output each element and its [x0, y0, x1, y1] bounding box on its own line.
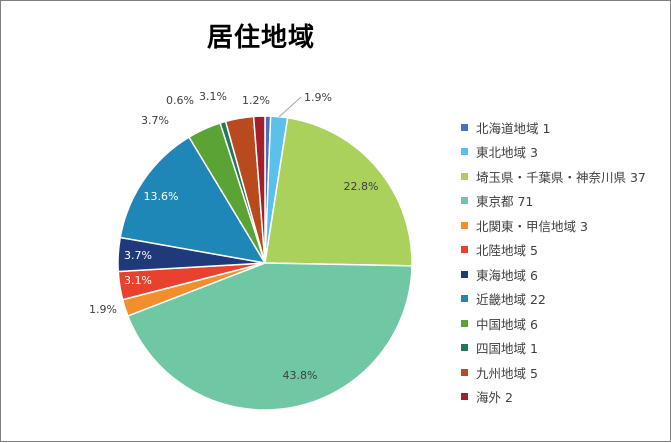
slice-percent-label: 43.8%	[283, 369, 318, 382]
legend-label: 東京都 71	[476, 194, 534, 210]
legend-swatch	[461, 123, 468, 131]
pie-slice	[119, 136, 267, 265]
legend-item: 東京都 71	[461, 189, 646, 214]
slice-percent-label: 3.7%	[124, 249, 152, 262]
legend-swatch	[461, 319, 468, 327]
legend-swatch	[461, 172, 468, 180]
legend-swatch	[461, 221, 468, 229]
slice-percent-label: 3.7%	[141, 114, 169, 127]
legend-item: 海外 2	[461, 385, 646, 410]
slice-percent-label: 13.6%	[144, 190, 179, 203]
legend-swatch	[461, 344, 468, 352]
slice-percent-label: 1.2%	[242, 94, 270, 107]
slice-percent-label: 3.1%	[124, 274, 152, 287]
legend-label: 北関東・甲信地域 3	[476, 218, 588, 234]
legend-item: 近畿地域 22	[461, 287, 646, 312]
legend-item: 北関東・甲信地域 3	[461, 213, 646, 238]
legend-item: 四国地域 1	[461, 336, 646, 361]
legend-label: 埼玉県・千葉県・神奈川県 37	[476, 169, 646, 185]
chart-legend: 北海道地域 1 東北地域 3 埼玉県・千葉県・神奈川県 37 東京都 71 北関東・甲信…	[461, 115, 646, 409]
legend-label: 海外 2	[476, 390, 513, 406]
legend-label: 東北地域 3	[476, 145, 538, 161]
leader-line	[278, 96, 302, 118]
slice-percent-label: 22.8%	[344, 180, 379, 193]
slice-percent-label: 1.9%	[89, 303, 117, 316]
pie-slice	[126, 262, 413, 411]
legend-item: 北海道地域 1	[461, 115, 646, 140]
legend-item: 東海地域 6	[461, 262, 646, 287]
legend-item: 北陸地域 5	[461, 238, 646, 263]
legend-swatch	[461, 368, 468, 376]
legend-swatch	[461, 246, 468, 254]
slice-percent-label: 0.6%	[166, 94, 194, 107]
pie-slice	[264, 116, 413, 267]
pie-slice	[252, 115, 266, 264]
legend-label: 四国地域 1	[476, 341, 538, 357]
legend-label: 北陸地域 5	[476, 243, 538, 259]
legend-item: 東北地域 3	[461, 140, 646, 165]
legend-item: 九州地域 5	[461, 360, 646, 385]
legend-swatch	[461, 197, 468, 205]
legend-swatch	[461, 295, 468, 303]
chart-title: 居住地域	[206, 23, 315, 53]
legend-item: 埼玉県・千葉県・神奈川県 37	[461, 164, 646, 189]
legend-label: 九州地域 5	[476, 365, 538, 381]
legend-swatch	[461, 148, 468, 156]
legend-label: 北海道地域 1	[476, 120, 551, 136]
legend-label: 東海地域 6	[476, 267, 538, 283]
slice-percent-label: 3.1%	[199, 90, 227, 103]
legend-swatch	[461, 270, 468, 278]
slice-percent-label: 1.9%	[304, 91, 332, 104]
legend-label: 近畿地域 22	[476, 292, 546, 308]
legend-label: 中国地域 6	[476, 316, 538, 332]
legend-item: 中国地域 6	[461, 311, 646, 336]
legend-swatch	[461, 393, 468, 401]
